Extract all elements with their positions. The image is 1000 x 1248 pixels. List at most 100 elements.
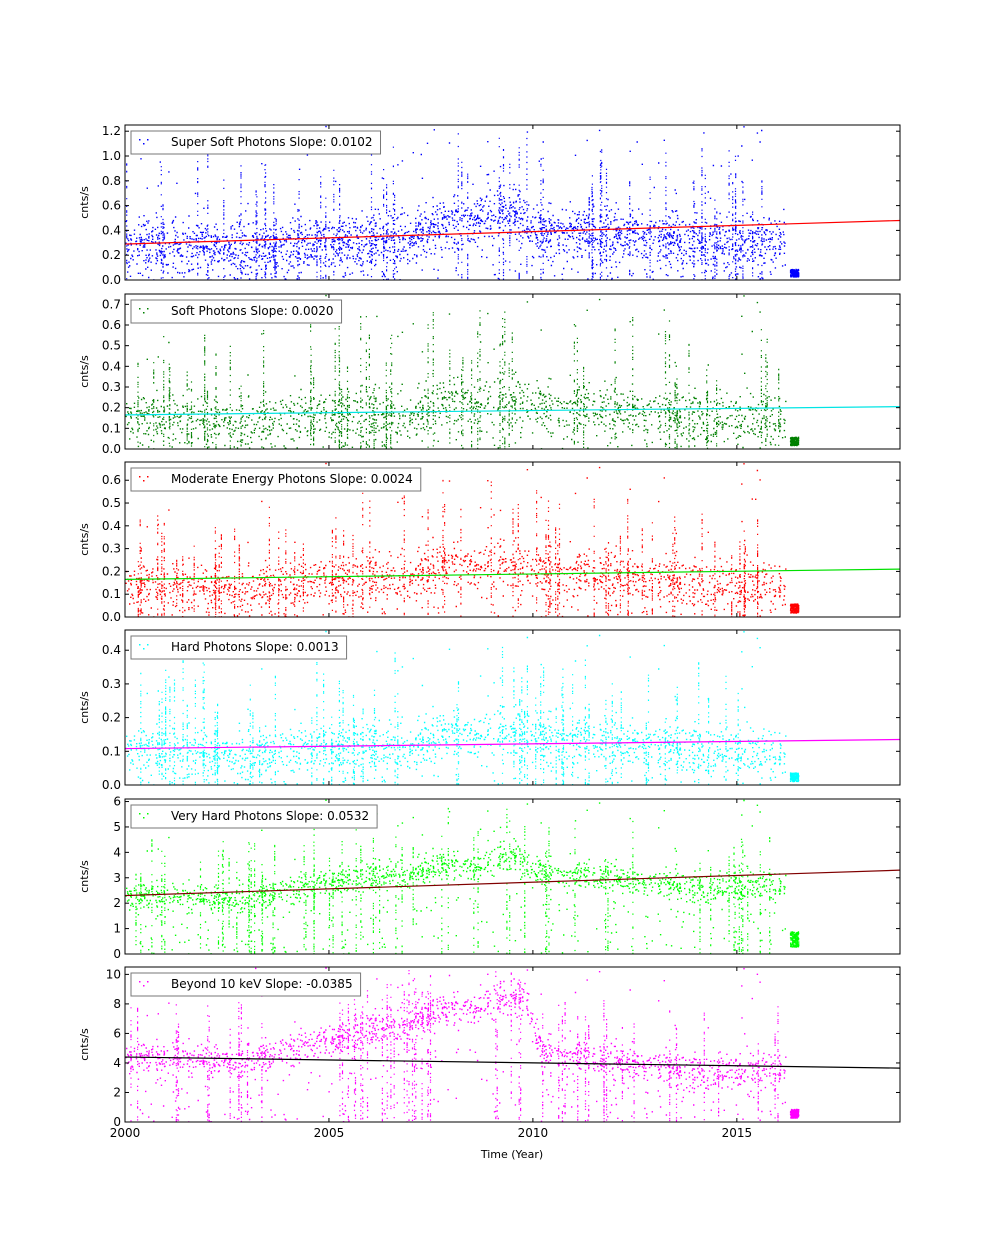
legend-2: Soft Photons Slope: 0.0020 (130, 299, 343, 324)
legend-marker-4-2 (147, 644, 149, 646)
y-tick-label-2-2: 0.2 (102, 401, 121, 415)
legend-label-6: Beyond 10 keV Slope: -0.0385 (171, 977, 353, 991)
y-tick-label-2-4: 0.4 (102, 359, 121, 373)
y-tick-label-4-4: 0.4 (102, 643, 121, 657)
fit-line-5 (125, 869, 900, 897)
axes-frame-1 (124, 124, 901, 281)
legend-marker-5-1 (143, 817, 145, 819)
y-tick-label-6-3: 6 (113, 1026, 121, 1040)
panel-6: 0 2 4 6 8 10 2000 2005 2010 2015 cnts/s Beyond 10 k… (78, 966, 901, 1140)
y-tick-label-5-6: 6 (113, 795, 121, 809)
legend-label-2: Soft Photons Slope: 0.0020 (171, 304, 334, 318)
y-tick-label-4-0: 0.0 (102, 778, 121, 792)
x-tick-label-1: 2005 (314, 1126, 345, 1140)
fit-line-4 (125, 738, 900, 750)
legend-4: Hard Photons Slope: 0.0013 (130, 635, 348, 660)
y-tick-label-6-2: 4 (113, 1056, 121, 1070)
panels-group: 0.0 0.2 0.4 0.6 0.8 1.0 1.2 cnts/s Super Soft Ph… (78, 124, 901, 1140)
y-axis-label-6: cnts/s (78, 1028, 91, 1061)
y-tick-label-5-0: 0 (113, 947, 121, 961)
y-tick-label-5-4: 4 (113, 845, 121, 859)
legend-marker-3-0 (139, 476, 141, 478)
y-tick-label-6-4: 8 (113, 997, 121, 1011)
y-tick-label-1-5: 1.0 (102, 149, 121, 163)
y-tick-label-5-5: 5 (113, 820, 121, 834)
y-tick-label-2-6: 0.6 (102, 318, 121, 332)
y-axis-label-1: cnts/s (78, 186, 91, 219)
axes-frame-6 (124, 966, 901, 1123)
legend-box-1 (130, 130, 382, 155)
fit-line-3 (125, 568, 900, 580)
panel-3: 0.0 0.1 0.2 0.3 0.4 0.5 0.6 cnts/s Moderate Ener… (78, 461, 901, 624)
fit-line-1 (125, 219, 900, 245)
axes-frame-2 (124, 293, 901, 450)
y-tick-label-4-3: 0.3 (102, 677, 121, 691)
panel-1: 0.0 0.2 0.4 0.6 0.8 1.0 1.2 cnts/s Super Soft Ph… (78, 124, 901, 287)
scatter-points-3 (125, 462, 800, 617)
scatter-points-1 (125, 125, 800, 280)
legend-marker-2-0 (139, 308, 141, 310)
legend-marker-6-1 (143, 985, 145, 987)
y-tick-label-4-2: 0.2 (102, 711, 121, 725)
legend-box-3 (130, 467, 422, 492)
legend-marker-4-1 (143, 648, 145, 650)
y-tick-label-3-1: 0.1 (102, 587, 121, 601)
y-tick-label-2-3: 0.3 (102, 380, 121, 394)
legend-marker-4-0 (139, 644, 141, 646)
legend-marker-2-2 (147, 308, 149, 310)
legend-marker-1-2 (147, 139, 149, 141)
y-tick-label-5-1: 1 (113, 922, 121, 936)
y-tick-label-5-2: 2 (113, 896, 121, 910)
legend-label-1: Super Soft Photons Slope: 0.0102 (171, 135, 373, 149)
x-tick-label-0: 2000 (110, 1126, 141, 1140)
y-axis-label-4: cnts/s (78, 691, 91, 724)
y-tick-label-5-3: 3 (113, 871, 121, 885)
axes-frame-5 (124, 798, 901, 955)
legend-5: Very Hard Photons Slope: 0.0532 (130, 804, 378, 829)
y-tick-label-1-1: 0.2 (102, 248, 121, 262)
x-axis-label: Time (Year) (480, 1148, 543, 1161)
y-tick-label-2-7: 0.7 (102, 297, 121, 311)
y-axis-label-5: cnts/s (78, 860, 91, 893)
y-axis-label-2: cnts/s (78, 355, 91, 388)
legend-box-2 (130, 299, 343, 324)
legend-3: Moderate Energy Photons Slope: 0.0024 (130, 467, 422, 492)
legend-marker-3-1 (143, 480, 145, 482)
y-tick-label-4-1: 0.1 (102, 744, 121, 758)
y-tick-label-3-0: 0.0 (102, 610, 121, 624)
y-tick-label-6-0: 0 (113, 1115, 121, 1129)
legend-box-4 (130, 635, 348, 660)
legend-marker-6-0 (139, 981, 141, 983)
y-tick-label-1-6: 1.2 (102, 124, 121, 138)
fit-line-2 (125, 406, 900, 416)
legend-box-5 (130, 804, 378, 829)
y-axis-label-3: cnts/s (78, 523, 91, 556)
y-tick-label-3-4: 0.4 (102, 519, 121, 533)
legend-label-4: Hard Photons Slope: 0.0013 (171, 640, 339, 654)
legend-marker-1-0 (139, 139, 141, 141)
legend-marker-1-1 (143, 143, 145, 145)
y-tick-label-2-1: 0.1 (102, 421, 121, 435)
panel-4: 0.0 0.1 0.2 0.3 0.4 cnts/s Hard Photons Slope:… (78, 629, 901, 792)
axes-frame-4 (124, 629, 901, 786)
y-tick-label-1-4: 0.8 (102, 174, 121, 188)
legend-label-5: Very Hard Photons Slope: 0.0532 (171, 809, 369, 823)
y-tick-label-1-2: 0.4 (102, 223, 121, 237)
legend-box-6 (130, 972, 362, 997)
axes-frame-3 (124, 461, 901, 618)
legend-marker-2-1 (143, 312, 145, 314)
x-tick-label-3: 2015 (722, 1126, 753, 1140)
legend-marker-5-0 (139, 813, 141, 815)
y-tick-label-3-5: 0.5 (102, 496, 121, 510)
y-tick-label-3-6: 0.6 (102, 473, 121, 487)
y-tick-label-1-3: 0.6 (102, 199, 121, 213)
y-tick-label-2-0: 0.0 (102, 442, 121, 456)
y-tick-label-1-0: 0.0 (102, 273, 121, 287)
legend-marker-3-2 (147, 476, 149, 478)
y-tick-label-6-1: 2 (113, 1085, 121, 1099)
y-tick-label-3-2: 0.2 (102, 564, 121, 578)
legend-marker-6-2 (147, 981, 149, 983)
legend-6: Beyond 10 keV Slope: -0.0385 (130, 972, 362, 997)
fit-line-6 (125, 1056, 900, 1069)
